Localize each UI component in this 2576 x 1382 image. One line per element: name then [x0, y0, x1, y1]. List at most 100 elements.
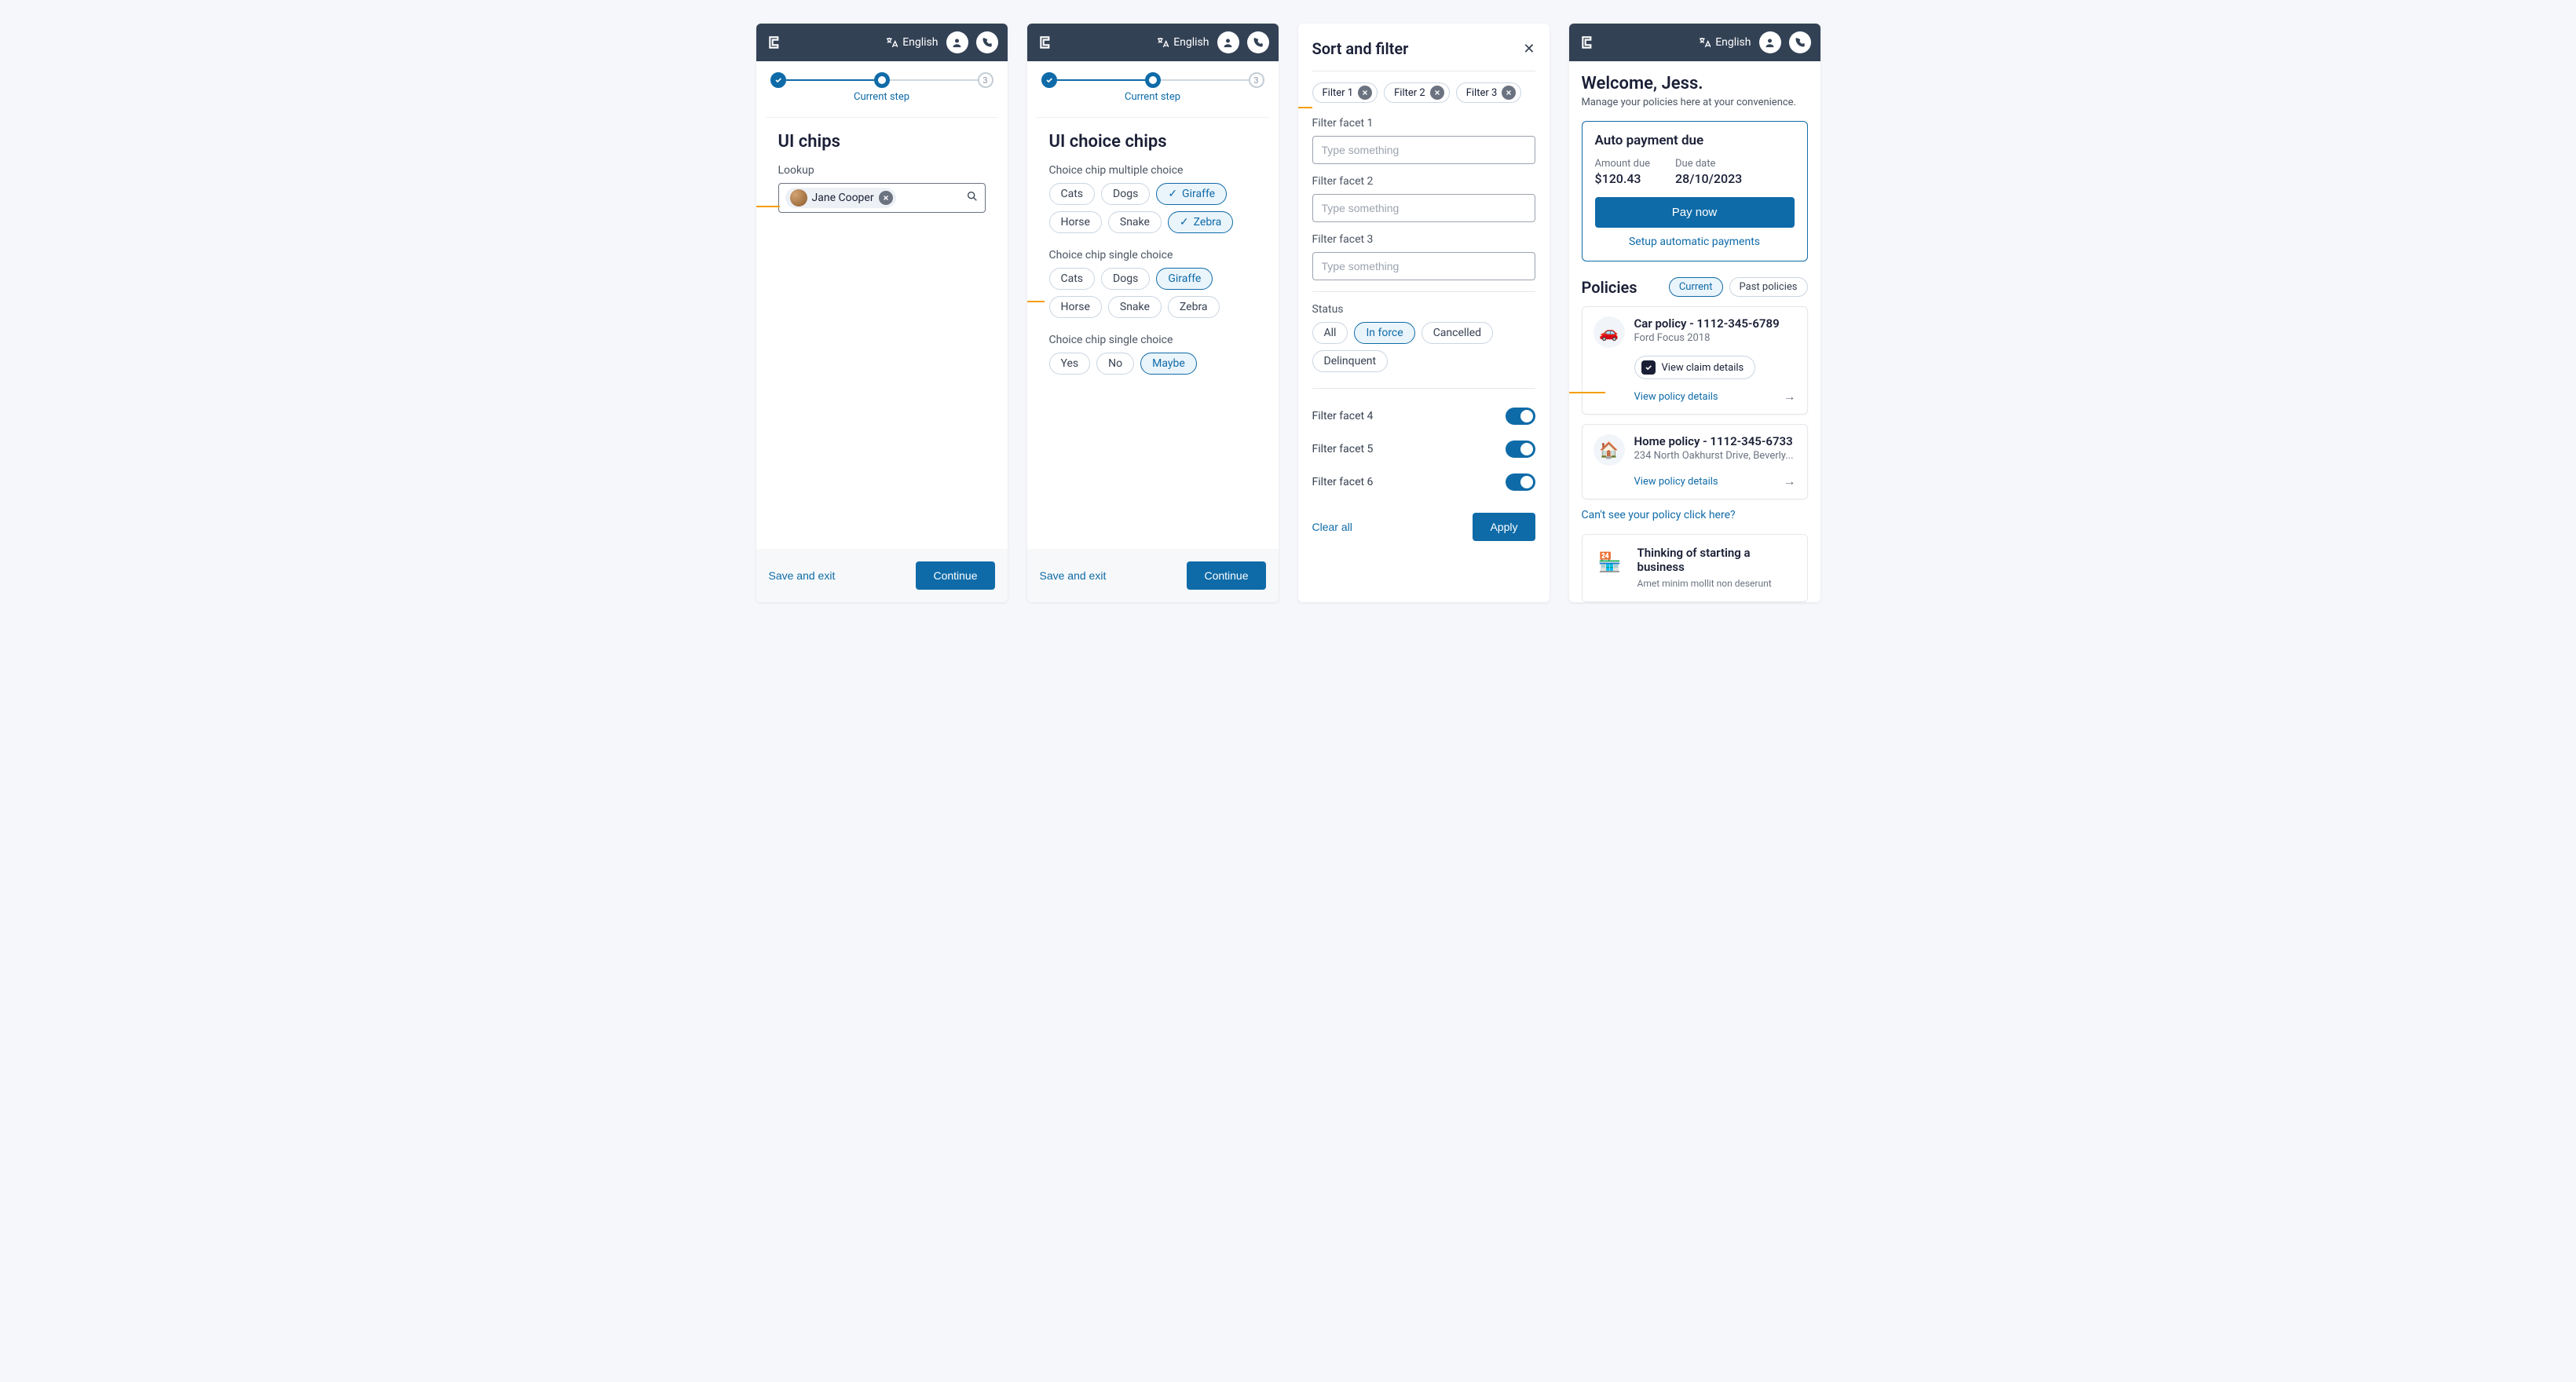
status-chip-group: All In force Cancelled Delinquent — [1312, 322, 1535, 372]
toggle-switch[interactable] — [1506, 408, 1535, 425]
choice-chip[interactable]: Maybe — [1140, 353, 1197, 375]
cant-see-policy-link[interactable]: Can't see your policy click here? — [1582, 509, 1808, 521]
panel-welcome: 4 English Welcome, Jess. Manage your pol… — [1569, 24, 1820, 602]
biz-title: Thinking of starting a business — [1637, 546, 1796, 574]
active-filter-chips: Filter 1 Filter 2 Filter 3 — [1312, 82, 1535, 103]
policy2-title: Home policy - 1112-345-6733 — [1634, 434, 1794, 448]
apply-button[interactable]: Apply — [1473, 513, 1535, 541]
search-icon[interactable] — [966, 190, 979, 206]
language-label: English — [1715, 36, 1751, 49]
choice-chip[interactable]: Horse — [1049, 211, 1102, 233]
filter-footer: Clear all Apply — [1312, 499, 1535, 557]
active-filter-chip[interactable]: Filter 3 — [1456, 82, 1522, 103]
group3-label: Choice chip single choice — [1049, 334, 1257, 346]
facet1-label: Filter facet 1 — [1312, 117, 1535, 130]
choice-chip[interactable]: Snake — [1108, 211, 1162, 233]
choice-chip[interactable]: In force — [1354, 322, 1414, 344]
close-icon[interactable]: ✕ — [1523, 41, 1535, 57]
toggle-label: Filter facet 6 — [1312, 476, 1374, 488]
callout-4-line — [1569, 392, 1605, 393]
callout-3-line — [1298, 107, 1312, 108]
callout-1-line — [756, 206, 780, 207]
remove-filter-icon[interactable] — [1430, 86, 1444, 100]
facet1-input[interactable] — [1312, 136, 1535, 164]
choice-chip[interactable]: Cats — [1049, 183, 1096, 205]
choice-chip[interactable]: Delinquent — [1312, 350, 1389, 372]
language-switcher[interactable]: English — [885, 36, 938, 49]
step-1-done — [770, 72, 786, 88]
facet2-input[interactable] — [1312, 194, 1535, 222]
active-filter-chip[interactable]: Filter 1 — [1312, 82, 1378, 103]
topbar: English — [1027, 24, 1279, 61]
language-label: English — [902, 36, 938, 49]
policy2-details-link[interactable]: View policy details — [1634, 476, 1718, 488]
choice-chip[interactable]: Dogs — [1101, 268, 1150, 290]
continue-button[interactable]: Continue — [916, 561, 994, 590]
choice-chip[interactable]: All — [1312, 322, 1348, 344]
payment-card: Auto payment due Amount due $120.43 Due … — [1582, 121, 1808, 261]
policy1-title: Car policy - 1112-345-6789 — [1634, 316, 1780, 331]
logo-icon — [766, 33, 785, 52]
policy-tab[interactable]: Current — [1669, 277, 1723, 297]
choice-chip[interactable]: Giraffe — [1156, 268, 1213, 290]
arrow-right-icon[interactable]: → — [1784, 473, 1796, 489]
autopay-link[interactable]: Setup automatic payments — [1595, 236, 1795, 248]
policies-header: Policies CurrentPast policies — [1582, 277, 1808, 297]
lookup-label: Lookup — [778, 164, 986, 177]
toggle-row: Filter facet 4 — [1312, 400, 1535, 433]
step-3-future: 3 — [1249, 72, 1264, 88]
phone-icon[interactable] — [1247, 31, 1269, 53]
welcome-heading: Welcome, Jess. — [1582, 74, 1808, 93]
toggle-row: Filter facet 5 — [1312, 433, 1535, 466]
choice-chip[interactable]: Horse — [1049, 296, 1102, 318]
choice-chip[interactable]: Dogs — [1101, 183, 1150, 205]
group1-label: Choice chip multiple choice — [1049, 164, 1257, 177]
view-claim-chip[interactable]: View claim details — [1634, 356, 1756, 379]
business-promo-card: 🏪 Thinking of starting a business Amet m… — [1582, 534, 1808, 602]
lookup-input[interactable]: Jane Cooper — [778, 183, 986, 213]
translate-icon — [1156, 36, 1169, 49]
choice-chip[interactable]: Zebra — [1168, 296, 1220, 318]
policy-tab[interactable]: Past policies — [1729, 277, 1808, 297]
car-icon: 🚗 — [1594, 316, 1625, 348]
choice-chip[interactable]: ✓Giraffe — [1156, 183, 1227, 205]
remove-chip-icon[interactable] — [879, 191, 893, 205]
toggle-list: Filter facet 4Filter facet 5 Filter facet… — [1312, 400, 1535, 499]
save-exit-button[interactable]: Save and exit — [769, 569, 836, 582]
payment-title: Auto payment due — [1595, 133, 1795, 148]
translate-icon — [885, 36, 898, 49]
remove-filter-icon[interactable] — [1358, 86, 1372, 100]
policy1-details-link[interactable]: View policy details — [1634, 391, 1718, 403]
choice-chip[interactable]: Snake — [1108, 296, 1162, 318]
phone-icon[interactable] — [1789, 31, 1811, 53]
active-filter-chip[interactable]: Filter 2 — [1384, 82, 1450, 103]
user-icon[interactable] — [1759, 31, 1781, 53]
logo-icon — [1579, 33, 1597, 52]
facet3-label: Filter facet 3 — [1312, 233, 1535, 246]
clear-all-button[interactable]: Clear all — [1312, 521, 1352, 533]
panel-footer: Save and exit Continue — [756, 549, 1008, 602]
facet3-input[interactable] — [1312, 252, 1535, 280]
remove-filter-icon[interactable] — [1502, 86, 1516, 100]
facet2-label: Filter facet 2 — [1312, 175, 1535, 188]
choice-chip[interactable]: Cancelled — [1422, 322, 1493, 344]
pay-now-button[interactable]: Pay now — [1595, 197, 1795, 228]
phone-icon[interactable] — [976, 31, 998, 53]
choice-chip[interactable]: No — [1096, 353, 1134, 375]
due-value: 28/10/2023 — [1675, 171, 1742, 186]
user-icon[interactable] — [946, 31, 968, 53]
user-icon[interactable] — [1217, 31, 1239, 53]
language-switcher[interactable]: English — [1156, 36, 1209, 49]
choice-chip[interactable]: ✓Zebra — [1168, 211, 1233, 233]
toggle-switch[interactable] — [1506, 441, 1535, 458]
choice-chip[interactable]: Cats — [1049, 268, 1096, 290]
chip-group-3: YesNo Maybe — [1049, 353, 1257, 375]
language-switcher[interactable]: English — [1698, 36, 1751, 49]
save-exit-button[interactable]: Save and exit — [1040, 569, 1107, 582]
amount-value: $120.43 — [1595, 171, 1651, 186]
toggle-switch[interactable] — [1506, 473, 1535, 491]
arrow-right-icon[interactable]: → — [1784, 389, 1796, 404]
welcome-subtitle: Manage your policies here at your conven… — [1582, 97, 1808, 108]
continue-button[interactable]: Continue — [1187, 561, 1265, 590]
choice-chip[interactable]: Yes — [1049, 353, 1091, 375]
